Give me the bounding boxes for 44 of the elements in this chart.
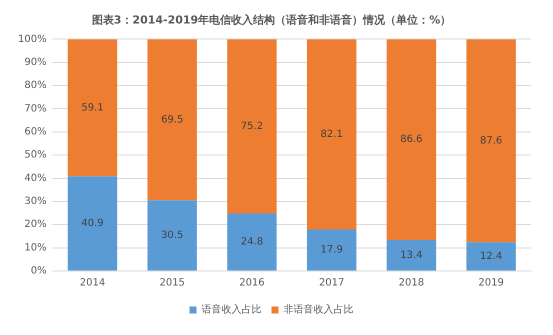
bar: [147, 200, 197, 270]
data-label: 87.6: [480, 135, 502, 146]
y-tick-label: 50%: [24, 150, 47, 161]
data-label: 40.9: [81, 218, 104, 229]
bar: [68, 176, 118, 270]
legend-label: 语音收入占比: [202, 304, 262, 316]
bar: [147, 39, 197, 200]
bar: [227, 39, 277, 214]
bar: [386, 240, 436, 270]
bar: [466, 39, 516, 242]
y-tick-label: 70%: [24, 103, 47, 114]
data-label: 86.6: [400, 134, 423, 146]
x-tick-label: 2018: [398, 278, 424, 289]
data-label: 30.5: [161, 230, 184, 241]
data-label: 75.2: [240, 120, 264, 132]
x-tick-label: 2015: [159, 278, 185, 289]
bar: [306, 39, 356, 230]
data-label: 24.8: [240, 236, 264, 248]
bar: [68, 39, 118, 176]
data-label: 69.5: [161, 114, 184, 126]
x-tick-label: 2017: [318, 278, 344, 289]
legend-label: 非语音收入占比: [284, 304, 354, 316]
data-label: 12.4: [480, 250, 502, 262]
x-tick-label: 2016: [239, 278, 265, 289]
x-tick-label: 2019: [478, 278, 504, 289]
y-tick-label: 60%: [24, 126, 47, 138]
bar: [386, 39, 436, 240]
y-tick-label: 90%: [24, 56, 47, 68]
y-tick-label: 20%: [24, 219, 47, 230]
bar: [466, 242, 516, 270]
bar: [227, 214, 277, 270]
y-tick-label: 30%: [24, 196, 47, 208]
data-label: 82.1: [320, 128, 343, 140]
y-tick-label: 0%: [30, 266, 47, 277]
data-label: 59.1: [81, 102, 104, 114]
x-tick-label: 2014: [80, 278, 106, 289]
data-label: 17.9: [320, 244, 343, 256]
y-tick-label: 80%: [24, 80, 47, 92]
bar: [306, 230, 356, 270]
y-tick-label: 10%: [24, 242, 47, 254]
chart-title: 图表3：2014-2019年电信收入结构（语音和非语音）情况（单位：%）: [92, 13, 452, 26]
y-tick-label: 40%: [24, 172, 47, 184]
data-label: 13.4: [400, 250, 423, 261]
y-tick-label: 100%: [18, 34, 47, 45]
